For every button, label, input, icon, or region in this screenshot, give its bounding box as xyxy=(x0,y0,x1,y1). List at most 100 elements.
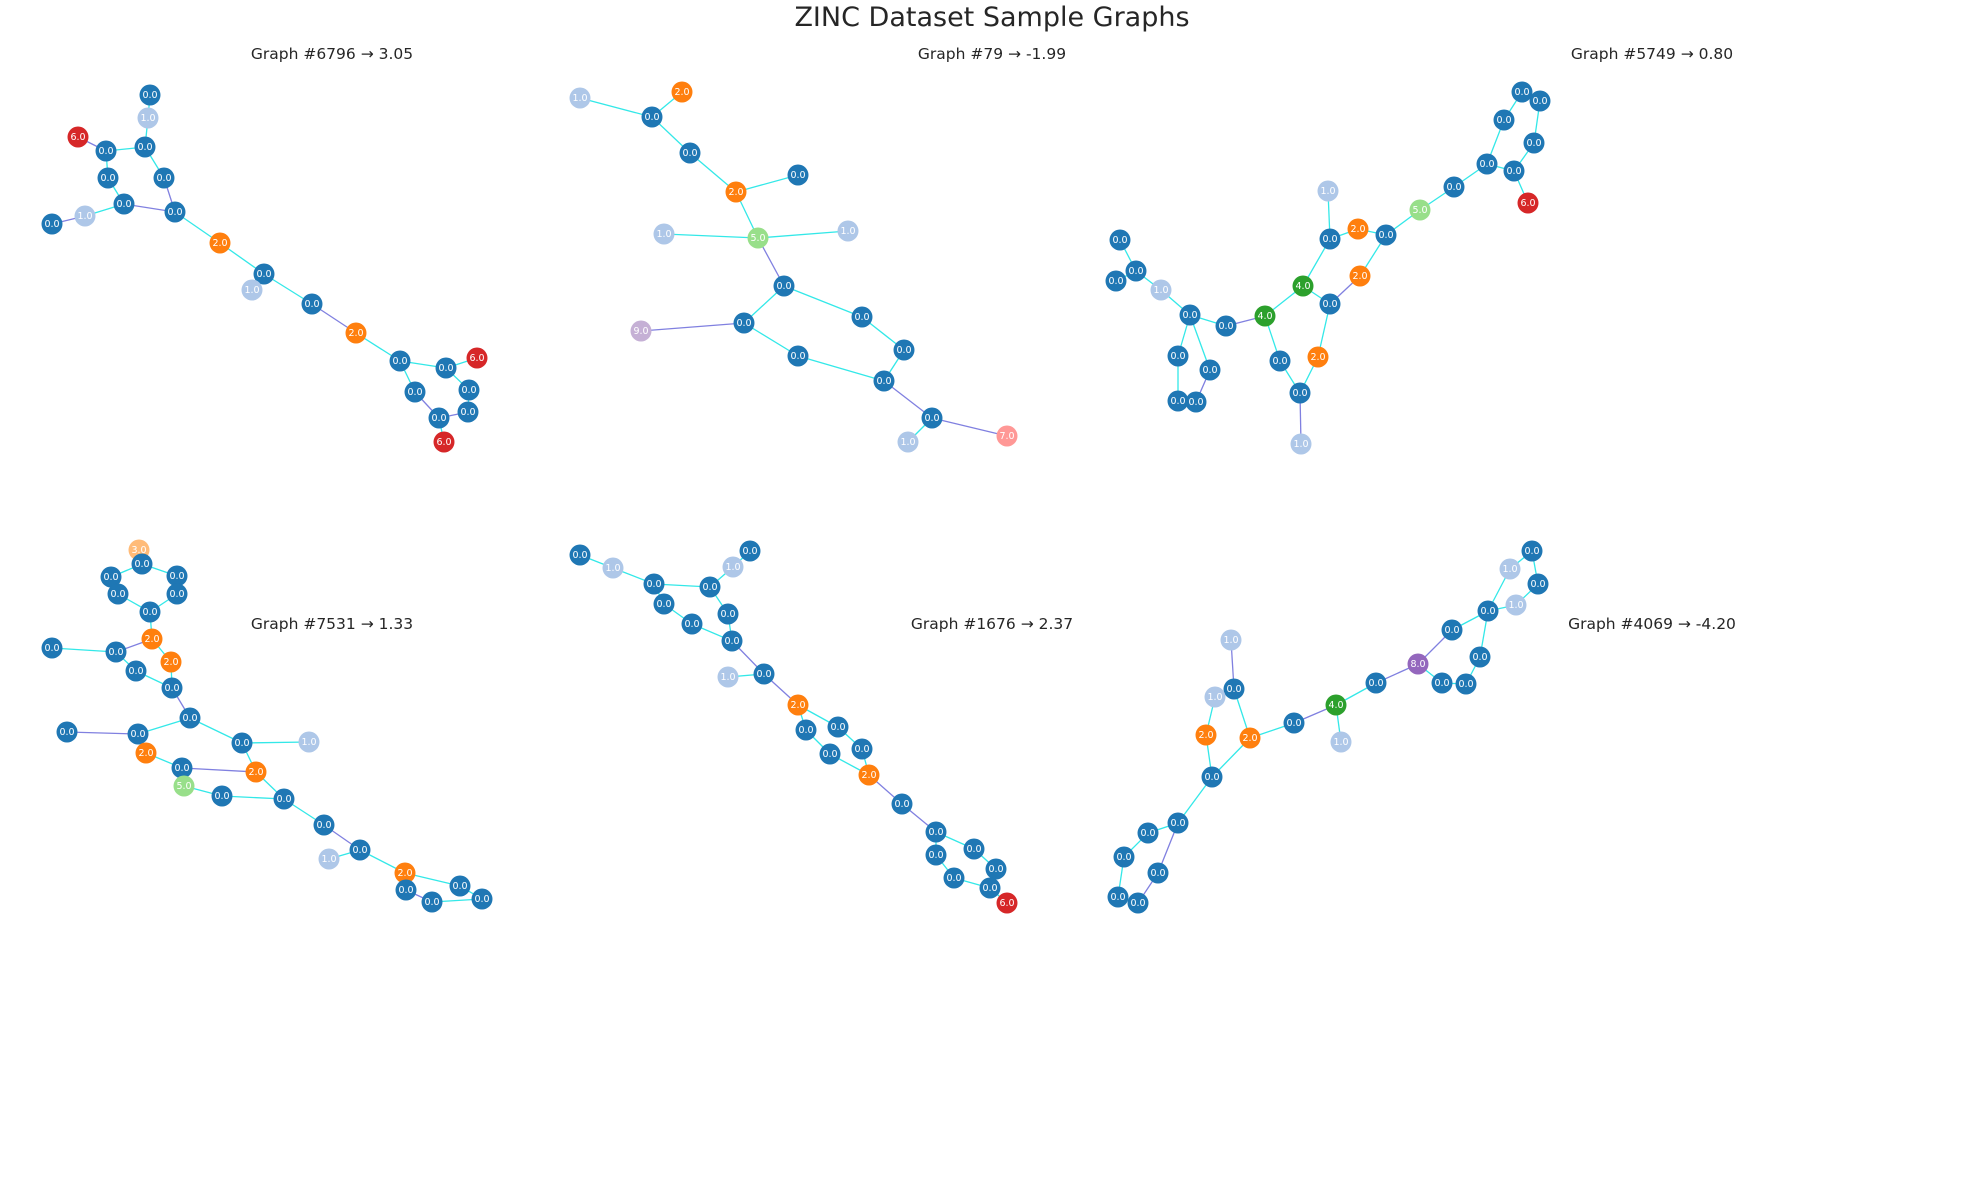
graph-node: 0.0 xyxy=(1223,678,1245,700)
node-circle xyxy=(921,407,943,429)
node-label: 0.0 xyxy=(724,636,739,647)
graph-node: 0.0 xyxy=(1147,862,1169,884)
node-label: 0.0 xyxy=(169,589,184,600)
node-circle xyxy=(787,345,809,367)
node-circle xyxy=(1307,346,1329,368)
node-circle xyxy=(137,107,159,129)
graph-edge xyxy=(579,97,653,118)
node-circle xyxy=(725,181,747,203)
node-circle xyxy=(100,566,122,588)
node-label: 0.0 xyxy=(59,727,74,738)
node-label: 0.0 xyxy=(1202,365,1217,376)
node-label: 2.0 xyxy=(674,87,689,98)
graph-node: 0.0 xyxy=(1443,176,1465,198)
graph-node: 0.0 xyxy=(95,140,117,162)
graph-node: 0.0 xyxy=(161,677,183,699)
node-label: 0.0 xyxy=(103,572,118,583)
graph-node: 0.0 xyxy=(925,844,947,866)
graph-node: 0.0 xyxy=(1167,390,1189,412)
graph-node: 0.0 xyxy=(739,540,761,562)
node-label: 1.0 xyxy=(900,437,915,448)
node-label: 0.0 xyxy=(234,738,249,749)
graph-node: 0.0 xyxy=(787,164,809,186)
node-label: 0.0 xyxy=(137,142,152,153)
node-label: 0.0 xyxy=(474,894,489,905)
graph-node: 1.0 xyxy=(1150,279,1172,301)
node-circle xyxy=(105,641,127,663)
node-label: 0.0 xyxy=(1378,230,1393,241)
graph-node: 0.0 xyxy=(153,167,175,189)
graph-node: 1.0 xyxy=(1505,594,1527,616)
graph-node: 0.0 xyxy=(1201,766,1223,788)
graph-node: 1.0 xyxy=(717,666,739,688)
node-circle xyxy=(131,553,153,575)
node-circle xyxy=(125,660,147,682)
node-label: 0.0 xyxy=(461,385,476,396)
graph-canvas: 0.00.00.00.00.00.06.00.05.01.02.00.00.00… xyxy=(1105,81,1551,455)
node-label: 0.0 xyxy=(128,666,143,677)
node-circle xyxy=(166,583,188,605)
node-label: 0.0 xyxy=(167,207,182,218)
graph-node: 2.0 xyxy=(725,181,747,203)
graph-node: 0.0 xyxy=(569,544,591,566)
graph-node: 0.0 xyxy=(113,193,135,215)
graph-node: 0.0 xyxy=(1493,109,1515,131)
node-circle xyxy=(1477,600,1499,622)
node-circle xyxy=(433,431,455,453)
node-circle xyxy=(943,867,965,889)
node-label: 0.0 xyxy=(352,845,367,856)
node-label: 2.0 xyxy=(1198,730,1213,741)
node-label: 2.0 xyxy=(1352,271,1367,282)
node-label: 1.0 xyxy=(1223,635,1238,646)
node-circle xyxy=(253,263,275,285)
node-circle xyxy=(1431,672,1453,694)
node-label: 0.0 xyxy=(1204,772,1219,783)
node-circle xyxy=(1125,260,1147,282)
node-label: 6.0 xyxy=(469,353,484,364)
node-circle xyxy=(1347,218,1369,240)
graph-node: 0.0 xyxy=(231,732,253,754)
node-label: 0.0 xyxy=(1458,679,1473,690)
node-label: 0.0 xyxy=(1514,87,1529,98)
graph-node: 1.0 xyxy=(722,556,744,578)
node-label: 0.0 xyxy=(1434,678,1449,689)
graph-panel-title: Graph #6796 → 3.05 xyxy=(250,45,414,63)
node-circle xyxy=(925,821,947,843)
graph-node: 0.0 xyxy=(819,743,841,765)
graph-node: 0.0 xyxy=(1199,359,1221,381)
graph-node: 2.0 xyxy=(135,742,157,764)
node-label: 0.0 xyxy=(214,791,229,802)
graph-node: 1.0 xyxy=(241,279,263,301)
node-circle xyxy=(722,556,744,578)
graph-edge xyxy=(51,647,117,653)
graph-node: 5.0 xyxy=(747,227,769,249)
graph-node: 0.0 xyxy=(1185,391,1207,413)
graph-node: 2.0 xyxy=(394,862,416,884)
node-circle xyxy=(1105,270,1127,292)
node-circle xyxy=(795,719,817,741)
graph-panel: Graph #7531 → 1.33 3.0 0.0 0.0 0.0 0.0 0.0 0.0… xyxy=(22,539,642,1130)
graph-node: 4.0 xyxy=(1325,694,1347,716)
node-label: 2.0 xyxy=(1242,733,1257,744)
graph-node: 1.0 xyxy=(897,431,919,453)
node-circle xyxy=(979,877,1001,899)
graph-node: 0.0 xyxy=(1523,132,1545,154)
graph-edge xyxy=(181,767,257,773)
node-label: 2.0 xyxy=(1350,224,1365,235)
node-label: 1.0 xyxy=(605,563,620,574)
node-label: 0.0 xyxy=(1272,356,1287,367)
node-label: 1.0 xyxy=(1207,692,1222,703)
node-label: 0.0 xyxy=(894,799,909,810)
node-label: 2.0 xyxy=(1310,352,1325,363)
node-label: 6.0 xyxy=(1520,198,1535,209)
graph-node: 1.0 xyxy=(1290,433,1312,455)
node-circle xyxy=(827,716,849,738)
node-label: 0.0 xyxy=(98,146,113,157)
graph-node: 0.0 xyxy=(105,641,127,663)
node-label: 1.0 xyxy=(301,737,316,748)
node-circle xyxy=(1317,180,1339,202)
node-label: 0.0 xyxy=(1444,625,1459,636)
graph-node: 1.0 xyxy=(1330,731,1352,753)
node-label: 0.0 xyxy=(1446,182,1461,193)
node-label: 0.0 xyxy=(438,363,453,374)
